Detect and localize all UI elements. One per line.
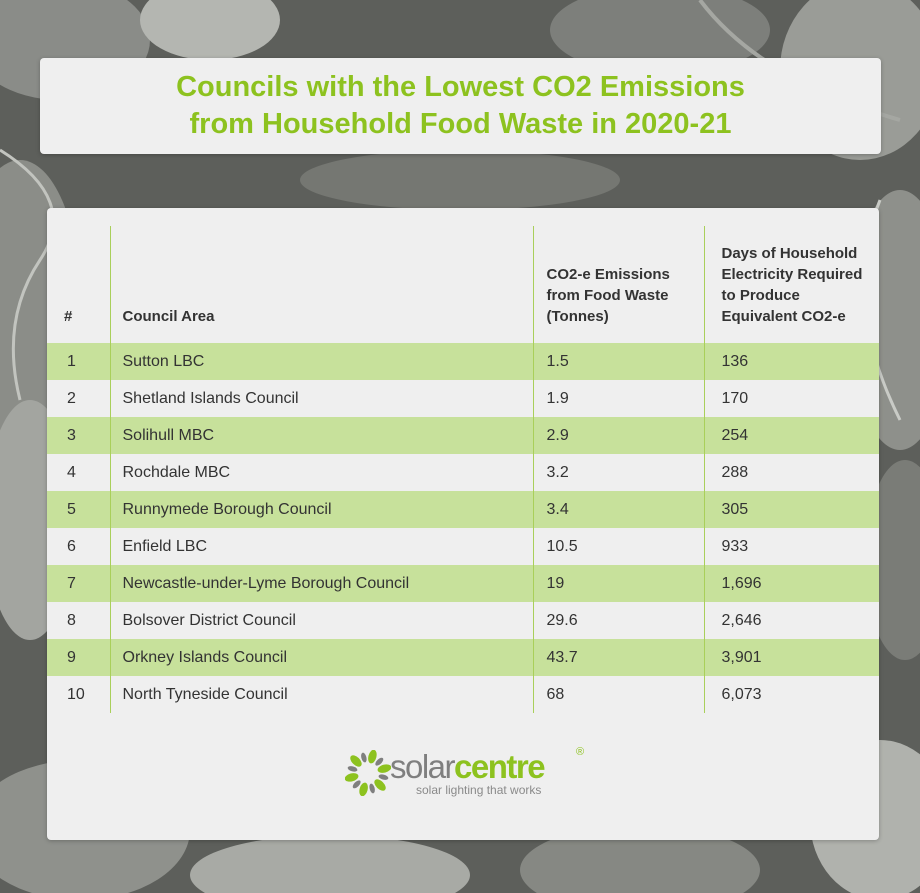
cell-emissions: 43.7: [532, 639, 704, 676]
cell-council: Bolsover District Council: [109, 602, 533, 639]
table-row: 8 Bolsover District Council 29.6 2,646: [47, 602, 879, 639]
cell-rank: 3: [47, 417, 110, 454]
cell-council: Shetland Islands Council: [109, 380, 533, 417]
cell-emissions: 10.5: [532, 528, 704, 565]
cell-council: Newcastle-under-Lyme Borough Council: [109, 565, 533, 602]
table-row: 1 Sutton LBC 1.5 136: [47, 343, 879, 380]
sun-leaf-icon: [345, 750, 391, 796]
logo-tagline: solar lighting that works: [416, 783, 542, 797]
cell-days: 305: [703, 491, 879, 528]
table-row: 9 Orkney Islands Council 43.7 3,901: [47, 639, 879, 676]
cell-emissions: 1.5: [532, 343, 704, 380]
table-header-row: # Council Area CO2-e Emissions from Food…: [47, 226, 879, 343]
title-card: Councils with the Lowest CO2 Emissions f…: [40, 58, 881, 154]
cell-rank: 4: [47, 454, 110, 491]
cell-rank: 2: [47, 380, 110, 417]
cell-days: 170: [703, 380, 879, 417]
cell-days: 6,073: [703, 676, 879, 713]
page-title-line-1: Councils with the Lowest CO2 Emissions: [176, 71, 745, 103]
cell-emissions: 29.6: [532, 602, 704, 639]
table-row: 10 North Tyneside Council 68 6,073: [47, 676, 879, 713]
cell-council: Runnymede Borough Council: [109, 491, 533, 528]
council-emissions-table: # Council Area CO2-e Emissions from Food…: [47, 226, 879, 713]
page-title-line-2: from Household Food Waste in 2020-21: [189, 108, 732, 140]
cell-council: Orkney Islands Council: [109, 639, 533, 676]
cell-rank: 9: [47, 639, 110, 676]
cell-days: 1,696: [703, 565, 879, 602]
header-rank: #: [64, 308, 73, 325]
cell-emissions: 1.9: [532, 380, 704, 417]
cell-days: 136: [703, 343, 879, 380]
table-card: # Council Area CO2-e Emissions from Food…: [47, 208, 879, 840]
table-row: 4 Rochdale MBC 3.2 288: [47, 454, 879, 491]
table-row: 6 Enfield LBC 10.5 933: [47, 528, 879, 565]
header-electricity-days: Days of Household Electricity Required t…: [703, 226, 879, 343]
table-row: 3 Solihull MBC 2.9 254: [47, 417, 879, 454]
cell-emissions: 3.2: [532, 454, 704, 491]
cell-emissions: 68: [532, 676, 704, 713]
cell-rank: 10: [47, 676, 110, 713]
cell-days: 288: [703, 454, 879, 491]
cell-council: Rochdale MBC: [109, 454, 533, 491]
logo-word-solar: solar: [390, 748, 456, 785]
table-row: 2 Shetland Islands Council 1.9 170: [47, 380, 879, 417]
logo-wordmark: solarcentre: [390, 748, 546, 786]
cell-rank: 1: [47, 343, 110, 380]
cell-emissions: 2.9: [532, 417, 704, 454]
cell-emissions: 19: [532, 565, 704, 602]
cell-days: 3,901: [703, 639, 879, 676]
logo-word-centre: centre: [454, 748, 546, 785]
cell-days: 2,646: [703, 602, 879, 639]
cell-council: North Tyneside Council: [109, 676, 533, 713]
solarcentre-logo[interactable]: solarcentre ® solar lighting that works: [345, 746, 585, 808]
cell-rank: 5: [47, 491, 110, 528]
header-emissions: CO2-e Emissions from Food Waste (Tonnes): [532, 226, 704, 343]
table-row: 7 Newcastle-under-Lyme Borough Council 1…: [47, 565, 879, 602]
cell-days: 254: [703, 417, 879, 454]
cell-days: 933: [703, 528, 879, 565]
cell-council: Solihull MBC: [109, 417, 533, 454]
cell-council: Enfield LBC: [109, 528, 533, 565]
cell-rank: 7: [47, 565, 110, 602]
cell-rank: 8: [47, 602, 110, 639]
cell-emissions: 3.4: [532, 491, 704, 528]
cell-rank: 6: [47, 528, 110, 565]
cell-council: Sutton LBC: [109, 343, 533, 380]
table-row: 5 Runnymede Borough Council 3.4 305: [47, 491, 879, 528]
registered-mark: ®: [576, 746, 585, 758]
header-council-area: Council Area: [109, 226, 533, 343]
